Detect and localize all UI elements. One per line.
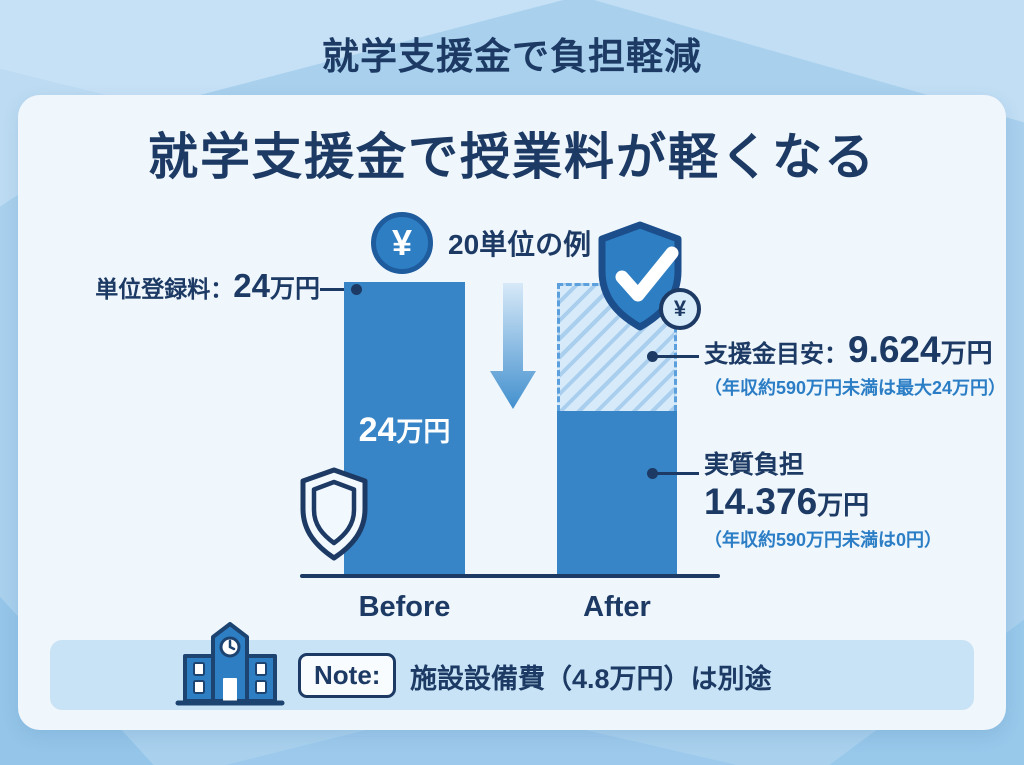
main-card: 就学支援金で授業料が軽くなる ¥ 20単位の例 単位登録料： 24 万円 24万… [18,95,1006,730]
support-note: （年収約590万円未満は最大24万円） [704,378,1007,398]
before-value-number: 24 [358,411,397,449]
down-arrow-icon [490,283,536,409]
support-unit: 万円 [940,338,993,368]
example-label: 20単位の例 [448,229,592,260]
x-axis-line [300,574,720,578]
support-value: 9.624 [848,329,941,370]
yen-badge-icon: ¥ [659,288,701,330]
shield-outline-icon [300,467,368,561]
support-connector-dot [647,351,658,362]
axis-label-before: Before [358,591,451,623]
burden-unit: 万円 [817,490,870,520]
unit-fee-connector-dot [351,284,362,295]
burden-label: 実質負担 [704,451,805,479]
yen-symbol: ¥ [391,222,413,263]
axis-label-after: After [583,591,651,623]
unit-fee-prefix: 単位登録料： [95,276,234,302]
before-bar: 24万円 [344,282,465,578]
support-connector-line [655,355,699,358]
after-bar-burden-segment [557,411,677,578]
shield-check-icon [598,221,682,331]
note-text: 施設設備費（4.8万円）は別途 [410,664,772,694]
page-header: 就学支援金で負担軽減 [322,36,702,77]
support-prefix: 支援金目安： [704,341,848,368]
school-icon [175,622,285,706]
unit-fee-unit: 万円 [269,275,320,303]
burden-note: （年収約590万円未満は0円） [704,530,943,550]
yen-symbol: ¥ [673,296,687,321]
card-title: 就学支援金で授業料が軽くなる [148,129,876,185]
before-bar-value: 24万円 [344,410,465,450]
unit-fee-value: 24 [233,267,270,304]
burden-value: 14.376 [704,481,818,522]
support-annotation: 支援金目安： 9.624 万円 （年収約590万円未満は最大24万円） [704,329,1006,400]
burden-connector-line [655,472,699,475]
note-badge: Note: [298,653,397,698]
before-value-unit: 万円 [396,417,451,447]
unit-fee-annotation: 単位登録料： 24 万円 [58,267,320,305]
yen-coin-icon: ¥ [371,212,433,274]
burden-connector-dot [647,468,658,479]
burden-annotation: 実質負担 14.376 万円 （年収約590万円未満は0円） [704,445,942,552]
unit-fee-connector-line [320,288,360,291]
